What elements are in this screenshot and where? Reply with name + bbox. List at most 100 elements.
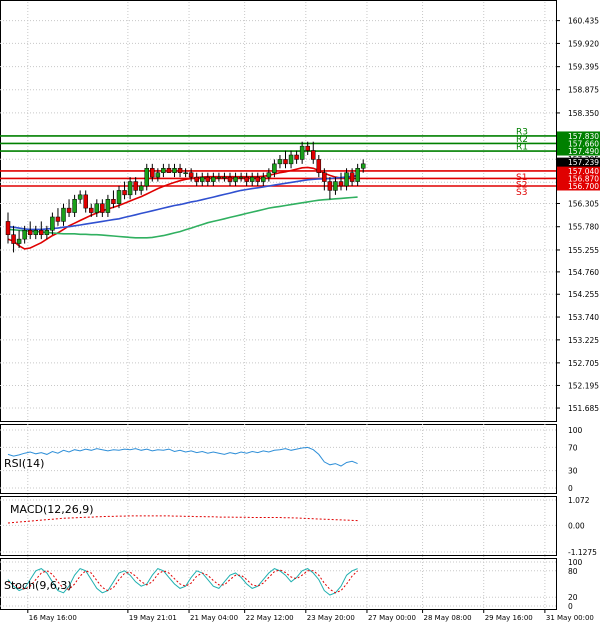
rsi-tick-label: 0	[568, 484, 573, 493]
candle	[272, 159, 277, 178]
candle	[194, 172, 199, 186]
stoch-label: Stoch(9,6,3)	[4, 579, 72, 592]
candle-body	[50, 216, 55, 231]
candle	[283, 150, 288, 169]
price-axis: 160.435 159.920 159.395 158.875 158.350 157.8…	[556, 17, 599, 413]
candle	[177, 163, 183, 178]
candle	[16, 230, 22, 248]
candle	[294, 150, 299, 164]
price-tick-label: 151.685	[568, 404, 599, 413]
moving-average-line-2	[7, 174, 358, 231]
candle-body	[299, 145, 305, 160]
candle-body	[277, 159, 283, 165]
candle-body	[255, 176, 260, 182]
macd-tick-label: -1.1275	[568, 548, 597, 557]
candle	[133, 177, 138, 195]
rsi-axis: 100 70 30 0	[568, 426, 583, 493]
candle-body	[305, 145, 310, 151]
candle	[89, 203, 94, 217]
candle	[299, 141, 305, 164]
candle	[22, 225, 27, 244]
candle-body	[138, 185, 144, 191]
pivot-price-box	[557, 166, 600, 176]
candle-body	[89, 207, 94, 213]
time-tick-label: 19 May 21:01	[129, 614, 177, 622]
candle-body	[161, 168, 166, 173]
stoch-panel-frame	[0, 558, 557, 610]
candle	[83, 190, 88, 213]
candle	[360, 159, 366, 173]
candle	[344, 168, 349, 191]
candle	[161, 163, 166, 178]
candle-body	[166, 168, 172, 173]
candle-body	[144, 168, 149, 187]
candle	[238, 172, 244, 182]
moving-averages	[7, 166, 358, 250]
candle-body	[338, 181, 344, 187]
pivot-price-box	[557, 173, 600, 183]
stoch-tick-label: 0	[568, 602, 573, 611]
pivot-price-label: 156.870	[568, 174, 599, 183]
stoch-tick-label: 80	[568, 567, 578, 576]
candle-body	[233, 176, 238, 182]
candle-body	[150, 168, 155, 178]
candle	[244, 172, 249, 186]
candle-body	[27, 230, 33, 235]
candle-body	[294, 154, 299, 160]
pivot-price-box	[557, 131, 600, 141]
candle	[50, 212, 55, 235]
candle-body	[238, 176, 244, 179]
rsi-grid	[0, 424, 556, 491]
candle-body	[288, 154, 294, 165]
price-tick-label: 152.195	[568, 381, 599, 390]
candle	[105, 194, 111, 217]
candle	[333, 177, 338, 195]
candle	[288, 150, 294, 169]
pivot-price-label: 157.660	[568, 139, 599, 148]
candle	[266, 168, 272, 182]
candle-body	[11, 234, 16, 244]
macd-label: MACD(12,26,9)	[10, 503, 94, 516]
current-price-label: 157.239	[568, 158, 599, 167]
price-tick-label: 158.875	[568, 86, 599, 95]
candle	[138, 181, 144, 195]
pivot-price-label: 157.040	[568, 167, 599, 176]
candle-body	[316, 159, 322, 173]
candle	[183, 168, 188, 178]
candle-body	[216, 176, 222, 179]
candle-body	[22, 230, 27, 240]
candle-body	[172, 168, 177, 173]
candles	[5, 141, 366, 253]
candle	[222, 172, 227, 182]
price-grid	[0, 2, 556, 421]
candle-body	[227, 176, 233, 182]
macd-panel-frame	[0, 496, 557, 556]
candle	[33, 225, 38, 240]
price-tick-label: 152.705	[568, 359, 599, 368]
candle	[44, 225, 50, 240]
candle	[11, 225, 16, 253]
candle-body	[122, 190, 127, 196]
candle	[338, 172, 344, 191]
stoch-k-line	[7, 568, 358, 596]
candle	[261, 172, 266, 186]
candle-body	[261, 176, 266, 182]
candle	[200, 172, 205, 186]
candle-body	[333, 181, 338, 191]
candle-body	[94, 203, 100, 213]
candle-body	[127, 181, 133, 196]
time-tick-label: 28 May 08:00	[424, 614, 472, 622]
candle-body	[244, 176, 249, 182]
candle	[94, 199, 100, 217]
candle	[66, 199, 72, 217]
candle	[327, 177, 333, 200]
price-tick-label: 160.435	[568, 17, 599, 26]
candle	[211, 172, 216, 186]
candle-body	[266, 172, 272, 178]
candle-body	[205, 176, 211, 182]
current-price-box	[557, 157, 600, 167]
macd-grid	[0, 494, 556, 555]
candle	[305, 141, 310, 155]
rsi-line	[7, 446, 358, 467]
candle-body	[327, 181, 333, 191]
